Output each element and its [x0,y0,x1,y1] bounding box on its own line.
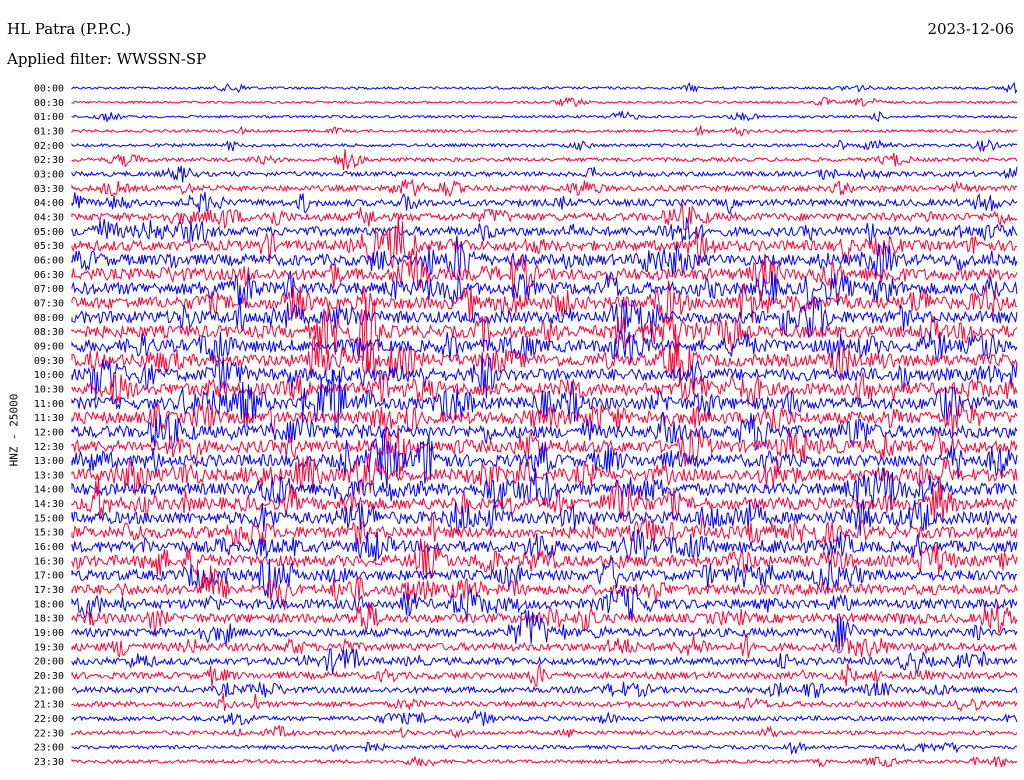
seismogram-trace [71,296,1018,340]
seismogram-trace [71,352,1018,400]
seismogram-trace [71,217,1018,246]
row-time-label: 18:00 [34,599,64,610]
row-time-label: 08:00 [34,313,64,324]
seismogram-trace [71,165,1018,183]
row-time-label: 01:00 [34,112,64,123]
row-time-label: 10:30 [34,384,64,395]
seismogram-trace [71,296,1018,371]
row-time-label: 03:30 [34,184,64,195]
row-time-label: 06:00 [34,255,64,266]
seismogram-trace [71,96,1018,108]
row-time-label: 23:00 [34,743,64,754]
row-time-label: 14:00 [34,485,64,496]
row-time-label: 17:00 [34,571,64,582]
row-time-label: 09:30 [34,356,64,367]
seismogram-trace [71,333,1018,386]
seismogram-trace [71,709,1018,726]
date-label: 2023-12-06 [927,20,1014,38]
seismogram-trace [71,178,1018,198]
seismogram-trace [71,235,1018,281]
seismogram-trace [71,648,1018,674]
row-time-label: 19:30 [34,642,64,653]
seismogram-trace [71,250,1018,292]
filter-label: Applied filter: WWSSN-SP [7,50,207,68]
seismogram-trace [71,280,1018,323]
seismogram-trace [71,476,1018,523]
seismogram-trace [71,565,1018,611]
row-time-label: 20:00 [34,657,64,668]
row-time-label: 04:30 [34,212,64,223]
seismogram-trace [71,138,1018,153]
seismogram-trace [71,467,1018,511]
seismogram-trace [71,724,1018,739]
row-time-label: 11:00 [34,399,64,410]
seismogram-trace [71,453,1018,496]
seismogram-trace [71,125,1018,137]
row-time-label: 00:30 [34,98,64,109]
seismogram-trace [71,369,1018,439]
row-time-label: 22:00 [34,714,64,725]
seismogram-trace [71,330,1018,364]
row-time-label: 19:00 [34,628,64,639]
row-time-label: 11:30 [34,413,64,424]
row-time-label: 21:30 [34,700,64,711]
row-time-label: 00:00 [34,84,64,95]
row-time-label: 16:30 [34,556,64,567]
seismogram-trace [71,585,1018,621]
seismogram-trace [71,430,1018,489]
seismogram-trace [71,216,1018,269]
row-time-label: 09:00 [34,341,64,352]
row-time-label: 16:00 [34,542,64,553]
seismogram-trace [71,411,1018,451]
seismogram-trace [71,633,1018,659]
row-time-label: 02:30 [34,155,64,166]
seismogram-trace [71,149,1018,170]
row-time-label: 13:30 [34,470,64,481]
seismogram-trace [71,511,1018,547]
seismogram-trace [71,681,1018,699]
row-time-label: 23:30 [34,757,64,768]
row-time-label: 20:30 [34,671,64,682]
seismogram-trace [71,529,1018,561]
seismogram-trace [71,270,1018,309]
seismogram-trace [71,110,1018,123]
row-time-label: 04:00 [34,198,64,209]
seismogram-trace [71,372,1018,406]
row-time-label: 12:30 [34,442,64,453]
row-time-label: 06:30 [34,270,64,281]
seismogram-trace [71,755,1018,768]
row-time-label: 18:30 [34,614,64,625]
seismogram-trace [71,663,1018,687]
row-time-label: 10:00 [34,370,64,381]
row-time-label: 15:30 [34,528,64,539]
row-time-label: 17:30 [34,585,64,596]
row-time-label: 14:30 [34,499,64,510]
seismogram-trace [71,191,1018,214]
row-time-label: 13:00 [34,456,64,467]
seismogram-trace [71,203,1018,230]
row-time-label: 08:30 [34,327,64,338]
row-time-label: 15:00 [34,513,64,524]
station-title: HL Patra (P.P.C.) [7,20,132,38]
seismogram-trace [71,538,1018,580]
seismogram-trace [71,400,1018,437]
seismogram-trace [71,740,1018,755]
row-time-label: 12:00 [34,427,64,438]
seismogram-trace [71,499,1018,536]
seismogram-trace [71,81,1018,95]
seismogram-trace [71,602,1018,636]
row-time-label: 21:00 [34,685,64,696]
seismogram-trace [71,693,1018,712]
row-time-label: 03:00 [34,169,64,180]
seismogram-trace [71,609,1018,651]
row-time-label: 07:30 [34,298,64,309]
row-time-label: 02:00 [34,141,64,152]
row-time-label: 22:30 [34,728,64,739]
row-time-label: 07:00 [34,284,64,295]
row-time-label: 01:30 [34,126,64,137]
row-time-label: 05:00 [34,227,64,238]
row-time-label: 05:30 [34,241,64,252]
seismogram-trace [71,557,1018,601]
